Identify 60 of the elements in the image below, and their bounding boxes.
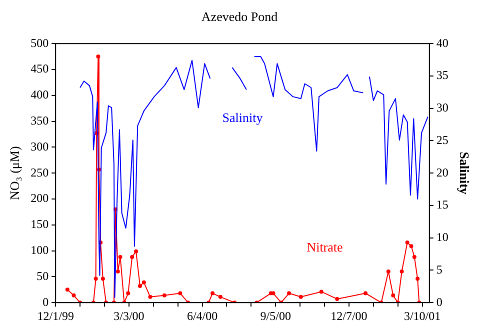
point [210, 291, 215, 296]
y2-tick-label: 35 [436, 68, 448, 82]
point [335, 296, 340, 301]
y2-tick-label: 0 [436, 294, 442, 309]
y-tick-label: 400 [30, 88, 49, 102]
y-tick-label: 100 [30, 242, 49, 257]
x-tick-label: 6/4/00 [186, 308, 218, 323]
point [126, 291, 130, 296]
y2-tick-label: 5 [436, 262, 442, 276]
x-tick-label: 3/10/01 [404, 308, 441, 323]
y2-tick-label: 15 [436, 198, 448, 212]
x-tick-label: 12/1/99 [37, 308, 74, 323]
text: Nitrate [306, 240, 344, 255]
y2-tick-label: 30 [436, 100, 448, 115]
point [386, 270, 390, 274]
point [412, 255, 416, 260]
point [364, 291, 368, 296]
y-tick-label: 150 [30, 217, 49, 232]
point [405, 240, 410, 245]
point [116, 270, 120, 274]
point [319, 290, 324, 294]
y2-tick-label: 40 [436, 36, 448, 50]
y-tick-label: 200 [30, 191, 49, 206]
point [65, 288, 70, 292]
point [138, 284, 142, 288]
y-tick-label: 0 [42, 294, 49, 309]
point [148, 294, 152, 299]
y-axis-title: NO₃ (μM) [7, 146, 22, 200]
series-label: Salinity [222, 110, 264, 126]
point [409, 244, 414, 248]
x-tick-label: 12/7/00 [330, 308, 368, 323]
point [178, 291, 182, 296]
y2-tick-label: 20 [436, 165, 448, 180]
y-tick-label: 500 [30, 36, 49, 50]
x-tick-label: 3/3/00 [114, 308, 144, 323]
point [400, 270, 404, 274]
x-tick-label: 9/5/00 [260, 308, 291, 323]
point [287, 291, 292, 296]
point [134, 249, 138, 254]
y-tick-label: 350 [30, 113, 49, 128]
point [72, 293, 76, 298]
y-tick-label: 50 [36, 268, 49, 283]
point [416, 276, 420, 281]
y-tick-label: 250 [30, 165, 49, 180]
chart-title: Azevedo Pond [201, 9, 278, 24]
point [96, 54, 100, 59]
point [118, 255, 122, 260]
point [218, 294, 222, 299]
point [94, 276, 98, 281]
y2-axis-title: Salinity [456, 152, 472, 195]
point [391, 293, 396, 298]
point [142, 280, 146, 284]
point [162, 293, 166, 298]
y-tick-label: 300 [30, 139, 49, 154]
y2-tick-label: 25 [436, 132, 448, 147]
point [130, 255, 134, 260]
point [298, 294, 303, 299]
point [100, 276, 105, 281]
y-tick-label: 450 [30, 62, 49, 76]
y2-tick-label: 10 [436, 230, 448, 244]
